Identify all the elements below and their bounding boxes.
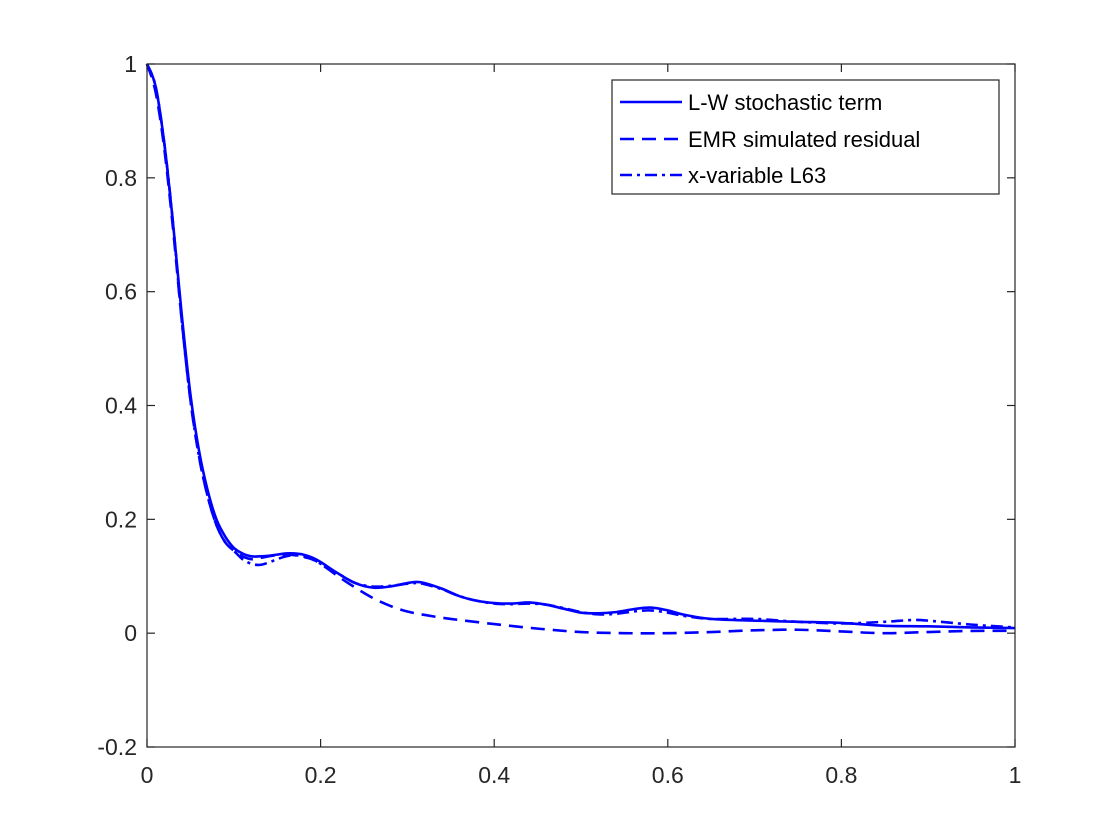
x-tick-label: 0 <box>141 762 154 788</box>
y-tick-label: 0.8 <box>105 165 137 191</box>
x-tick-label: 0.8 <box>825 762 857 788</box>
series-layer <box>145 63 1016 635</box>
x-axis-ticks: 0 0.2 0.4 0.6 0.8 1 <box>141 64 1022 788</box>
legend-label-x-variable-l63: x-variable L63 <box>688 163 826 188</box>
series-line-dashed <box>145 63 1016 635</box>
x-tick-label: 0.4 <box>478 762 510 788</box>
legend: L-W stochastic term EMR simulated residu… <box>611 79 1000 195</box>
x-tick-label: 1 <box>1009 762 1022 788</box>
y-tick-label: 0.6 <box>105 279 137 305</box>
y-tick-label: -0.2 <box>97 734 137 760</box>
y-tick-label: 0.4 <box>105 393 137 419</box>
x-tick-label: 0.6 <box>652 762 684 788</box>
y-tick-label: 1 <box>124 51 137 77</box>
y-tick-label: 0.2 <box>105 506 137 532</box>
x-tick-label: 0.2 <box>305 762 337 788</box>
y-axis-ticks: -0.2 0 0.2 0.4 0.6 0.8 1 <box>97 51 1015 760</box>
series-line-dashdot <box>145 63 1016 629</box>
legend-label-lw-stochastic-term: L-W stochastic term <box>688 90 882 115</box>
legend-label-emr-simulated-residual: EMR simulated residual <box>688 127 920 152</box>
y-tick-label: 0 <box>124 620 137 646</box>
